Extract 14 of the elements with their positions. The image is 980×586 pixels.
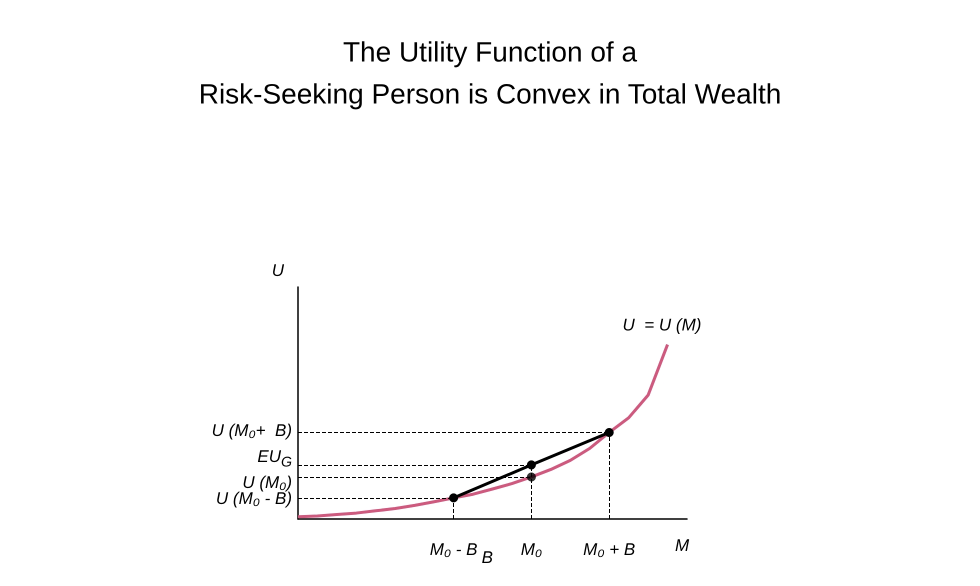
x-tick-label: M₀ - B — [430, 540, 478, 559]
y-axis-title: U — [272, 261, 285, 280]
ref-line-label: EU$_{G}$ — [257, 446, 292, 472]
ref-line-label: U (M₀+ B) — [212, 421, 292, 442]
text: U = U (M) — [622, 316, 702, 335]
x-tick-label: M₀ — [520, 540, 542, 559]
x-tick-label: M₀ + B — [583, 540, 636, 559]
point — [526, 472, 536, 482]
x-axis-title: M — [675, 536, 690, 555]
chart-title: The Utility Function of a Risk-Seeking Person is Convex in Total Wealth — [198, 36, 782, 110]
point — [526, 460, 536, 470]
text: B — [482, 548, 493, 567]
point — [449, 493, 458, 502]
point — [604, 428, 614, 437]
